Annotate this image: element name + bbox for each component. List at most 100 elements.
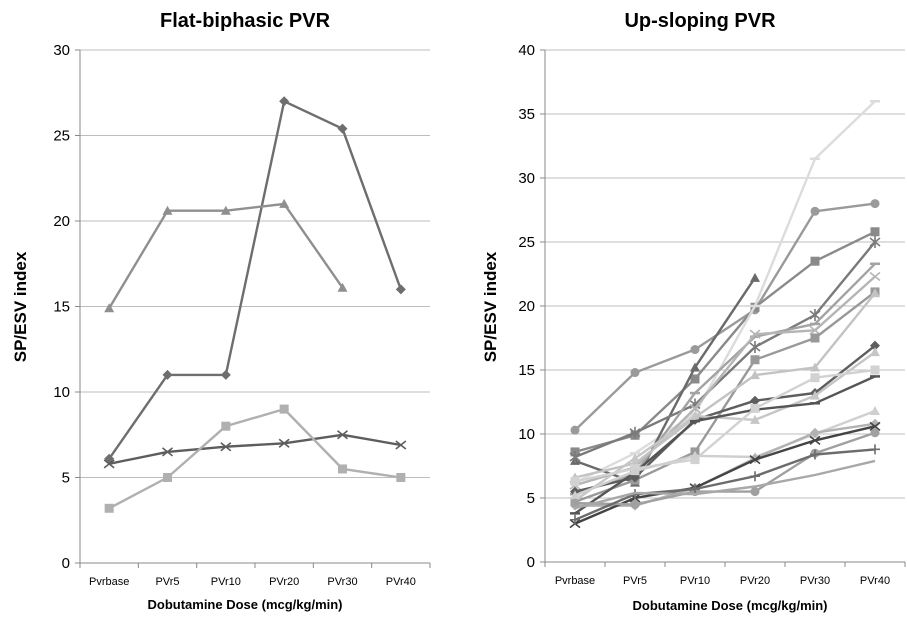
series (104, 96, 406, 464)
data-point (569, 451, 581, 464)
x-tick-label: Pvrbase (555, 575, 595, 587)
y-tick-label: 40 (518, 42, 535, 59)
series-group (103, 96, 407, 513)
data-point (750, 403, 760, 413)
series-line (108, 100, 402, 460)
data-point (749, 454, 761, 465)
chart-title: Flat-biphasic PVR (160, 10, 331, 32)
data-point (870, 340, 880, 351)
data-point (810, 362, 820, 372)
data-point (869, 271, 881, 282)
data-point (870, 444, 880, 455)
data-point (870, 227, 880, 237)
series (569, 421, 881, 529)
data-point (870, 365, 880, 375)
series (570, 227, 880, 457)
axes (75, 49, 431, 568)
data-point (337, 123, 348, 134)
data-point (629, 426, 641, 439)
data-point (869, 421, 881, 431)
data-point (810, 256, 820, 266)
series-line (108, 407, 401, 510)
series (104, 404, 406, 513)
series-line (574, 262, 876, 496)
y-tick-labels: 0 5 10 15 20 25 30 35 40 (518, 42, 535, 571)
y-tick-label: 30 (518, 170, 535, 187)
x-tick-label: PVr30 (800, 575, 830, 587)
data-point (810, 333, 820, 343)
data-point (570, 498, 580, 508)
chart-flat-biphasic: Flat-biphasic PVR SP/ESV index Dobutamin… (11, 10, 431, 612)
data-point (395, 284, 406, 295)
y-tick-label: 35 (518, 106, 535, 123)
data-point (103, 459, 115, 469)
series-line (574, 290, 876, 503)
y-tick-label: 25 (518, 234, 535, 251)
data-point (870, 288, 880, 298)
data-point (689, 403, 701, 414)
data-point (104, 503, 114, 513)
data-point (570, 476, 580, 486)
data-point (810, 449, 820, 460)
data-point (749, 329, 761, 339)
data-point (690, 484, 700, 495)
y-tick-label: 15 (53, 299, 70, 316)
data-point (690, 362, 700, 372)
data-point (163, 473, 172, 482)
data-point (810, 390, 820, 400)
data-point (279, 198, 290, 208)
series (569, 236, 881, 464)
x-tick-label: PVr30 (327, 576, 357, 588)
x-tick-label: PVr20 (269, 576, 299, 588)
y-tick-labels: 0 5 10 15 20 25 30 (53, 42, 70, 572)
series-line (574, 375, 876, 515)
data-point (870, 347, 880, 357)
data-point (570, 490, 580, 500)
data-point (278, 438, 290, 448)
data-point (809, 435, 821, 446)
data-point (221, 421, 231, 431)
y-tick-label: 20 (518, 298, 535, 315)
data-point (690, 450, 700, 460)
series (570, 199, 880, 435)
data-point (870, 428, 880, 438)
x-tick-label: PVr10 (211, 576, 241, 588)
series-line (574, 431, 876, 506)
data-point (220, 442, 232, 452)
y-tick-label: 20 (53, 213, 70, 230)
x-tick-label: PVr20 (740, 575, 770, 587)
data-point (749, 340, 761, 353)
data-point (395, 440, 407, 450)
chart-title: Up-sloping PVR (624, 10, 776, 32)
x-axis-label: Dobutamine Dose (mcg/kg/min) (147, 597, 342, 612)
series-line (574, 425, 876, 525)
data-point (396, 473, 406, 482)
y-tick-label: 30 (53, 42, 70, 59)
data-point (630, 466, 640, 476)
y-tick-label: 0 (62, 555, 70, 572)
data-point (338, 464, 347, 474)
y-axis-label: SP/ESV index (481, 251, 500, 362)
y-tick-label: 10 (518, 426, 535, 443)
data-point (809, 325, 821, 335)
series (103, 430, 407, 469)
data-point (570, 425, 580, 435)
data-point (690, 411, 700, 421)
series (570, 347, 880, 505)
series-line (574, 459, 876, 510)
series-line (574, 230, 876, 454)
x-tick-label: PVr5 (623, 575, 647, 587)
data-point (220, 205, 231, 215)
series-line (108, 433, 402, 465)
data-point (750, 395, 760, 406)
axes (540, 49, 906, 567)
data-point (750, 414, 760, 424)
series-line (574, 368, 876, 483)
y-tick-label: 5 (62, 470, 70, 487)
y-axis-label: SP/ESV index (11, 251, 30, 362)
data-point (690, 345, 700, 355)
x-tick-labels: Pvrbase PVr5 PVr10 PVr20 PVr30 PVr40 (555, 575, 890, 587)
data-point (162, 369, 173, 380)
data-point (337, 430, 348, 440)
y-tick-label: 10 (53, 384, 70, 401)
